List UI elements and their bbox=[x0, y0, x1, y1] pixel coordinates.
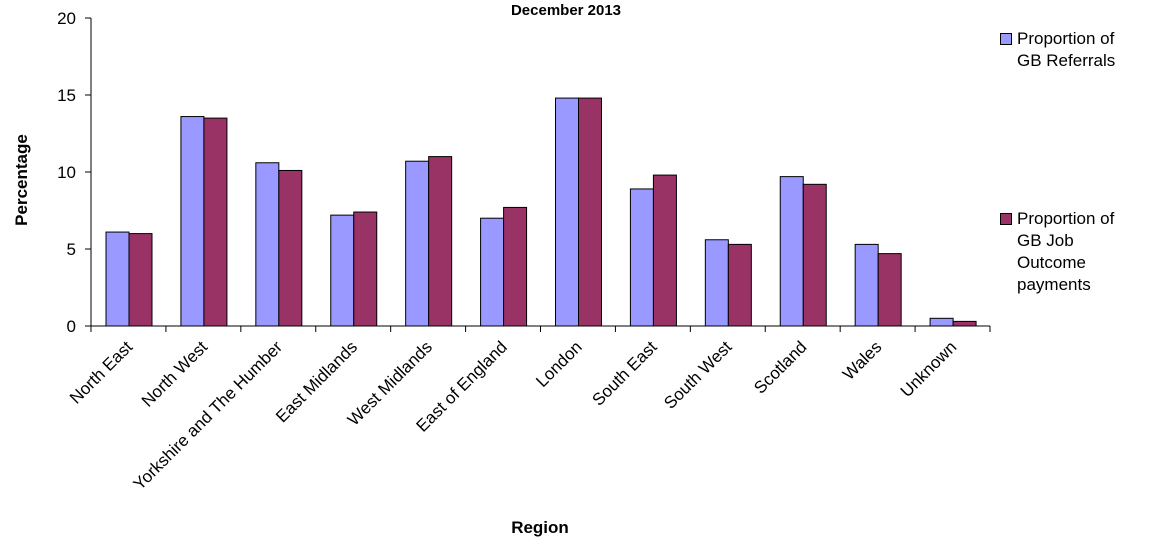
bar-job-outcome-0 bbox=[128, 233, 153, 327]
bar-referrals-6 bbox=[555, 97, 579, 327]
bar-referrals-1 bbox=[180, 116, 205, 327]
bar-job-outcome-7 bbox=[652, 174, 677, 327]
chart-title: December 2013 bbox=[511, 2, 621, 19]
x-tick-label: London bbox=[532, 337, 586, 391]
y-axis-title: Percentage bbox=[12, 134, 31, 226]
bar-job-outcome-9 bbox=[802, 183, 827, 327]
bar-job-outcome-5 bbox=[503, 206, 528, 327]
bar-referrals-0 bbox=[105, 231, 130, 327]
bar-referrals-11 bbox=[929, 317, 954, 327]
x-axis-title: Region bbox=[511, 518, 569, 537]
y-tick-label: 20 bbox=[57, 9, 76, 28]
x-tick-label: South East bbox=[588, 337, 660, 409]
y-tick-label: 5 bbox=[67, 240, 76, 259]
x-tick-label: South West bbox=[660, 337, 736, 413]
bars-group bbox=[105, 97, 977, 327]
bar-referrals-4 bbox=[405, 160, 430, 327]
bar-referrals-7 bbox=[629, 188, 654, 327]
legend-swatch-referrals bbox=[1000, 33, 1012, 45]
bar-referrals-5 bbox=[480, 217, 505, 327]
x-tick-label: Wales bbox=[839, 337, 885, 383]
bar-referrals-9 bbox=[779, 176, 804, 327]
bar-job-outcome-8 bbox=[727, 243, 752, 327]
bar-job-outcome-1 bbox=[203, 117, 228, 327]
bar-job-outcome-10 bbox=[877, 253, 902, 327]
legend-swatch-job-outcome bbox=[1000, 213, 1012, 225]
bar-referrals-10 bbox=[854, 243, 879, 327]
bar-referrals-3 bbox=[330, 214, 355, 327]
bar-job-outcome-3 bbox=[353, 211, 378, 327]
bar-job-outcome-6 bbox=[578, 97, 602, 327]
axes bbox=[85, 17, 991, 332]
x-tick-label: Yorkshire and The Humber bbox=[130, 337, 287, 494]
bar-job-outcome-4 bbox=[428, 156, 453, 327]
legend-label-job-outcome: Proportion of GB Job Outcome payments bbox=[1017, 209, 1115, 294]
y-tick-label: 15 bbox=[57, 86, 76, 105]
y-tick-label: 0 bbox=[67, 317, 76, 336]
bar-job-outcome-2 bbox=[278, 169, 303, 327]
legend-label-referrals: Proportion of GB Referrals bbox=[1017, 29, 1116, 70]
x-tick-label: Unknown bbox=[897, 337, 961, 401]
bar-referrals-8 bbox=[704, 239, 729, 327]
x-tick-label: Scotland bbox=[750, 337, 810, 397]
y-tick-label: 10 bbox=[57, 163, 76, 182]
x-tick-label: North East bbox=[66, 337, 136, 407]
bar-job-outcome-11 bbox=[952, 320, 977, 327]
bar-referrals-2 bbox=[255, 162, 280, 327]
x-tick-label: North West bbox=[138, 337, 212, 411]
